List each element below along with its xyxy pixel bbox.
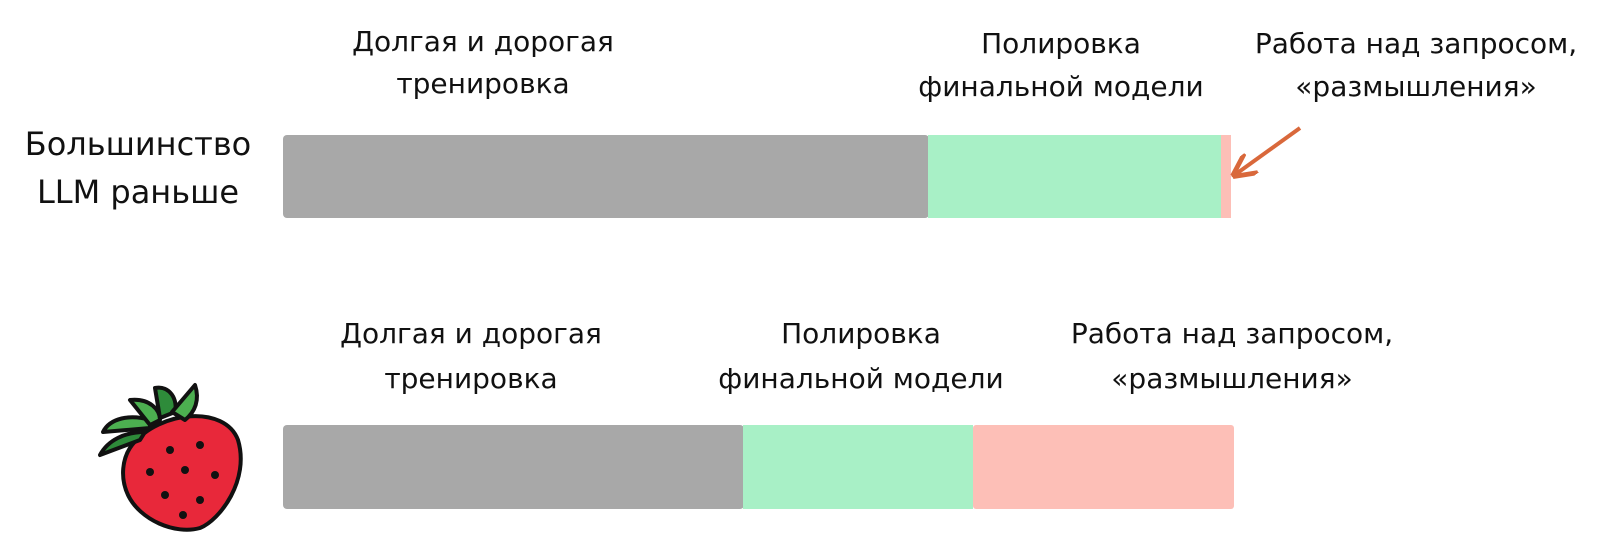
strawberry-seeds (146, 441, 219, 519)
segment-label: Работа над запросом, (1255, 27, 1577, 60)
segment-label: Полировка (781, 317, 941, 350)
segment-label: финальной модели (718, 362, 1003, 395)
segment-label: Долгая и дорогая (352, 25, 614, 58)
segment-label: тренировка (384, 362, 557, 395)
bar-segment (973, 425, 1234, 509)
segment-label: Работа над запросом, (1071, 317, 1393, 350)
segment-label: тренировка (396, 67, 569, 100)
row-label: LLM раньше (37, 173, 239, 211)
arrow (1236, 126, 1302, 174)
segment-label: Полировка (981, 27, 1141, 60)
strawberry-icon (98, 383, 243, 532)
segment-label: финальной модели (918, 70, 1203, 103)
segment-label: Долгая и дорогая (340, 317, 602, 350)
bar-segment (283, 135, 929, 218)
bar-segment (283, 425, 744, 509)
row-label: Большинство (25, 125, 252, 163)
segment-label: «размышления» (1111, 362, 1352, 395)
bar-segment (743, 425, 973, 509)
bar-segment (928, 135, 1221, 218)
segment-label: «размышления» (1295, 70, 1536, 103)
bar-segment (1221, 135, 1231, 218)
